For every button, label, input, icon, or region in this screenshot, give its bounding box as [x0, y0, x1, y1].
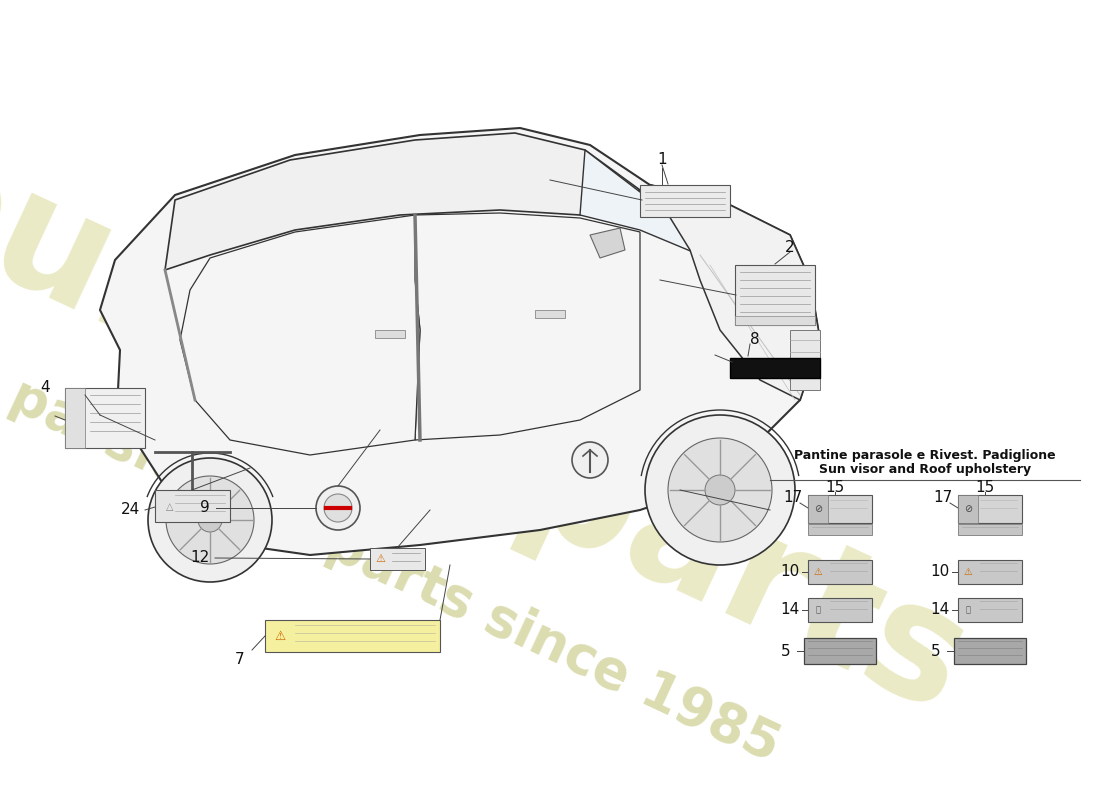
Bar — [808, 598, 872, 622]
Bar — [730, 358, 820, 378]
Text: △: △ — [166, 502, 174, 512]
Circle shape — [324, 494, 352, 522]
Text: eurocarparts: eurocarparts — [0, 114, 990, 746]
Text: 17: 17 — [934, 490, 953, 506]
Text: 1: 1 — [657, 153, 667, 167]
Bar — [65, 388, 85, 448]
Text: Pantine parasole e Rivest. Padiglione: Pantine parasole e Rivest. Padiglione — [794, 449, 1056, 462]
Polygon shape — [650, 185, 820, 400]
Text: Sun visor and Roof upholstery: Sun visor and Roof upholstery — [818, 463, 1031, 477]
Text: 5: 5 — [932, 643, 940, 658]
Circle shape — [572, 442, 608, 478]
Circle shape — [316, 486, 360, 530]
Circle shape — [148, 458, 272, 582]
Bar — [804, 638, 876, 664]
Text: 10: 10 — [780, 565, 800, 579]
Text: 14: 14 — [931, 602, 949, 618]
Text: ⊘: ⊘ — [814, 504, 822, 514]
Bar — [735, 316, 815, 325]
Bar — [808, 560, 872, 584]
Bar — [370, 548, 425, 570]
Bar — [65, 388, 145, 448]
Bar — [958, 560, 1022, 584]
Text: 7: 7 — [235, 653, 245, 667]
Circle shape — [645, 415, 795, 565]
Text: 8: 8 — [750, 333, 760, 347]
Polygon shape — [580, 150, 720, 255]
Text: 9: 9 — [200, 501, 210, 515]
Text: 17: 17 — [783, 490, 803, 506]
Text: a passion for parts since 1985: a passion for parts since 1985 — [0, 347, 788, 773]
Polygon shape — [165, 133, 640, 270]
Bar — [640, 185, 730, 217]
Text: 15: 15 — [825, 479, 845, 494]
Text: 5: 5 — [781, 643, 791, 658]
Bar — [375, 330, 405, 338]
Text: ⚠: ⚠ — [814, 567, 823, 577]
Bar — [954, 638, 1026, 664]
Bar — [790, 330, 820, 390]
Text: 10: 10 — [931, 565, 949, 579]
Text: ⊘: ⊘ — [964, 504, 972, 514]
Text: 12: 12 — [190, 550, 210, 566]
Text: 🔧: 🔧 — [815, 606, 821, 614]
Text: ⚠: ⚠ — [274, 630, 286, 642]
Bar — [808, 524, 872, 535]
Polygon shape — [415, 213, 640, 440]
Bar — [958, 524, 1022, 535]
Bar — [735, 265, 815, 325]
Circle shape — [705, 475, 735, 505]
Circle shape — [166, 476, 254, 564]
Bar — [265, 620, 440, 652]
Bar — [958, 495, 1022, 523]
Text: ⚠: ⚠ — [964, 567, 972, 577]
Bar — [808, 495, 872, 523]
Text: 4: 4 — [41, 381, 50, 395]
Text: 14: 14 — [780, 602, 800, 618]
Bar — [535, 310, 565, 318]
Bar — [808, 495, 828, 523]
Text: 24: 24 — [120, 502, 140, 518]
Polygon shape — [100, 128, 820, 555]
Bar — [155, 490, 230, 522]
Text: 🔧: 🔧 — [966, 606, 970, 614]
Circle shape — [668, 438, 772, 542]
Circle shape — [198, 508, 222, 532]
Polygon shape — [590, 228, 625, 258]
Text: ⚠: ⚠ — [375, 554, 385, 564]
Polygon shape — [180, 215, 420, 455]
Text: 2: 2 — [785, 241, 795, 255]
Bar — [958, 495, 978, 523]
Bar — [958, 598, 1022, 622]
Text: 15: 15 — [976, 479, 994, 494]
